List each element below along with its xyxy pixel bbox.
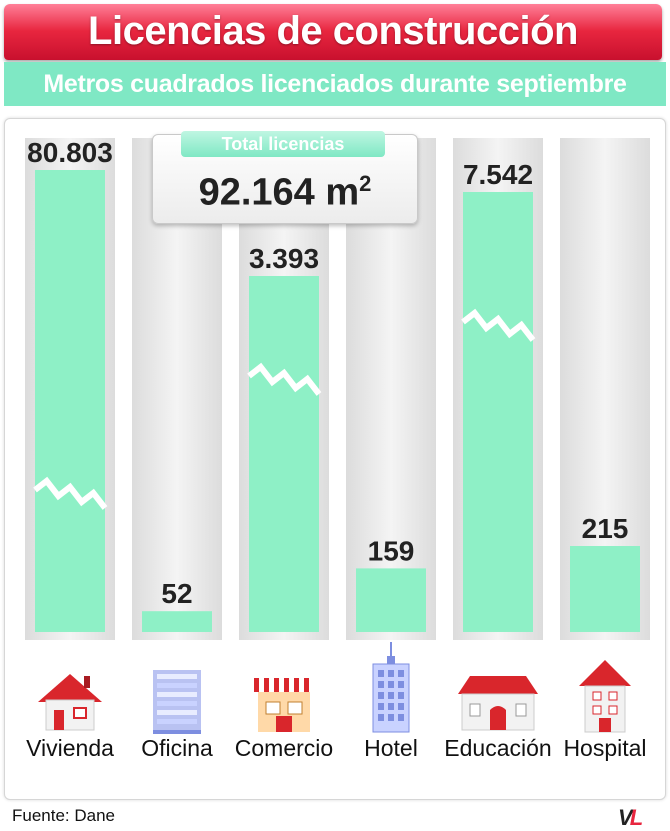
total-unit: m (325, 171, 360, 214)
bar-chart: 80.803 52 3.393 159 7.542 215 Vivienda Oficina… (25, 137, 650, 761)
value-label-educacion: 7.542 (463, 159, 533, 190)
total-licenses-box: Total licencias 92.164 m2 (152, 131, 418, 224)
hospital-icon (579, 660, 631, 733)
logo-letter-v: V (618, 805, 633, 830)
value-label-hotel: 159 (368, 535, 415, 566)
category-label-comercio: Comercio (235, 735, 333, 761)
bar-oficina (142, 611, 212, 632)
total-label: Total licencias (221, 134, 345, 154)
value-label-vivienda: 80.803 (27, 137, 113, 168)
bar-hotel (356, 568, 426, 632)
category-label-educacion: Educación (444, 735, 551, 761)
value-label-comercio: 3.393 (249, 243, 319, 274)
bar-educacion (463, 192, 533, 632)
school-icon (458, 676, 538, 731)
bar-hospital (570, 546, 640, 632)
subtitle-band: Metros cuadrados licenciados durante sep… (4, 62, 666, 106)
bar-vivienda (35, 170, 105, 632)
page-title: Licencias de construcción (88, 9, 578, 53)
bar-comercio (249, 276, 319, 632)
axis-break-vivienda (33, 476, 108, 510)
total-number: 92.164 (198, 171, 315, 214)
total-label-tab: Total licencias (181, 131, 385, 157)
value-label-oficina: 52 (161, 578, 192, 609)
house-icon (38, 674, 102, 731)
category-label-vivienda: Vivienda (26, 735, 114, 761)
hotel-icon (372, 642, 410, 733)
store-icon (254, 678, 314, 732)
total-unit-exponent: 2 (359, 171, 372, 196)
title-banner: Licencias de construcción (4, 4, 662, 60)
category-label-hospital: Hospital (563, 735, 646, 761)
axis-break-educacion (461, 308, 536, 342)
axis-break-comercio (247, 362, 322, 396)
total-value: 92.164 m2 (153, 171, 417, 215)
page-subtitle: Metros cuadrados licenciados durante sep… (43, 70, 627, 98)
office-building-icon (153, 670, 201, 734)
category-label-hotel: Hotel (364, 735, 418, 761)
publisher-logo: VL (618, 805, 644, 831)
source-note: Fuente: Dane (12, 806, 116, 825)
logo-letter-l: L (629, 805, 644, 830)
category-label-oficina: Oficina (141, 735, 213, 761)
value-label-hospital: 215 (582, 513, 629, 544)
